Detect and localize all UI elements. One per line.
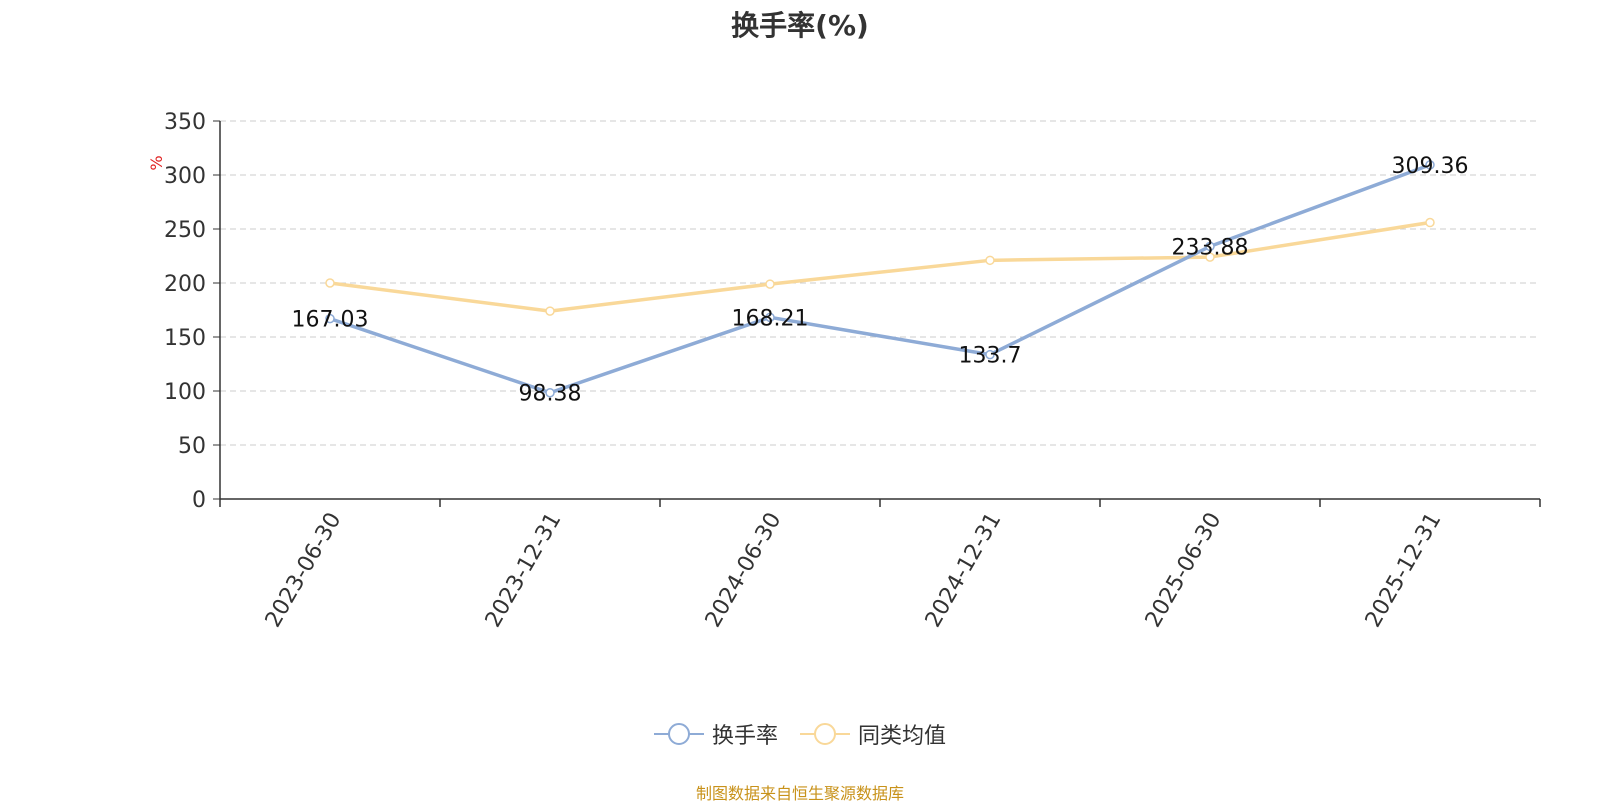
y-tick-label: 200 — [164, 272, 206, 297]
data-label: 167.03 — [292, 308, 369, 333]
data-label: 133.7 — [959, 344, 1022, 369]
grid-lines — [220, 120, 1540, 446]
data-label: 233.88 — [1172, 235, 1249, 260]
data-point-turnover[interactable] — [545, 387, 555, 398]
x-tick-label: 2024-12-31 — [921, 509, 1007, 632]
data-point-peer-average[interactable] — [325, 278, 335, 288]
y-tick-label: 50 — [178, 434, 206, 459]
x-tick-label: 2025-06-30 — [1141, 509, 1227, 632]
data-point-peer-average[interactable] — [985, 255, 995, 266]
legend-item-turnover[interactable]: 换手率 — [653, 718, 778, 750]
data-point-turnover[interactable] — [1425, 160, 1435, 170]
x-tick-label: 2024-06-30 — [701, 509, 787, 632]
data-point-turnover[interactable] — [765, 312, 775, 323]
data-point-turnover[interactable] — [325, 313, 335, 324]
data-label: 168.21 — [732, 306, 809, 331]
x-tick-label: 2025-12-31 — [1361, 509, 1447, 632]
y-tick-label: 300 — [164, 164, 206, 189]
data-point-turnover[interactable] — [1205, 241, 1215, 252]
legend-marker-peer-average-icon — [800, 723, 850, 745]
data-labels: 167.03 98.38 168.21 133.7 233.88 309.36 — [292, 154, 1469, 407]
data-point-peer-average[interactable] — [765, 279, 775, 289]
y-axis-unit-label: % — [147, 155, 166, 170]
x-tick-label: 2023-06-30 — [261, 509, 347, 632]
legend-label-peer-average: 同类均值 — [858, 724, 947, 749]
legend-marker-turnover-icon — [653, 723, 704, 745]
series-line-turnover — [329, 163, 1431, 395]
y-tick-label: 0 — [192, 488, 206, 513]
legend-item-peer-average[interactable]: 同类均值 — [800, 718, 946, 750]
data-point-peer-average[interactable] — [1425, 217, 1435, 228]
y-tick-label: 150 — [164, 326, 206, 351]
data-point-turnover[interactable] — [985, 349, 995, 360]
series-line-peer-average — [329, 220, 1431, 313]
series-lines — [325, 160, 1435, 398]
data-label: 98.38 — [519, 382, 582, 407]
legend-label-turnover: 换手率 — [711, 724, 778, 749]
x-tick-label: 2023-12-31 — [481, 509, 567, 632]
data-source-note: 制图数据来自恒生聚源数据库 — [695, 784, 904, 803]
axes: 0 50 100 150 200 250 300 350% 2023-06-30 2023-12-… — [147, 110, 1541, 632]
chart-title: 换手率(%) — [731, 9, 869, 42]
y-tick-label: 250 — [164, 218, 206, 243]
legend: 换手率 同类均值 — [0, 718, 1600, 750]
data-label: 309.36 — [1392, 154, 1469, 179]
y-tick-label: 100 — [164, 380, 206, 405]
y-tick-label: 350 — [164, 110, 206, 135]
data-point-peer-average[interactable] — [545, 306, 555, 316]
data-point-peer-average[interactable] — [1205, 252, 1215, 262]
